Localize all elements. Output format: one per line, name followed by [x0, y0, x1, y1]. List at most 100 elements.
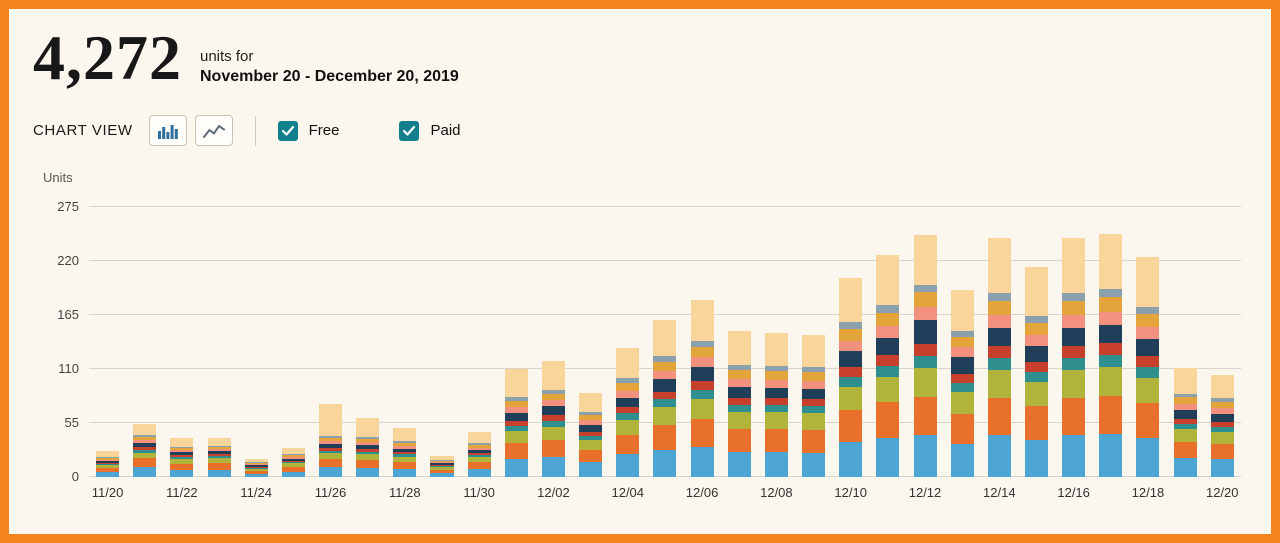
y-tick-label: 110	[58, 361, 79, 376]
bar-segment	[1136, 338, 1160, 357]
bar-segment	[504, 421, 528, 426]
bar-chart-view-button[interactable]	[148, 115, 187, 146]
bar-11/25[interactable]	[281, 448, 305, 477]
bar-segment	[541, 393, 565, 401]
bar-segment	[281, 467, 305, 473]
bar-12/07[interactable]	[727, 330, 751, 477]
bar-segment	[876, 402, 900, 438]
bar-segment	[207, 451, 231, 455]
bar-segment	[430, 467, 454, 471]
bar-segment	[1099, 343, 1123, 356]
bar-slot	[684, 300, 721, 477]
bar-11/20[interactable]	[96, 451, 120, 477]
bar-segment	[913, 319, 937, 345]
bar-11/29[interactable]	[430, 456, 454, 477]
bar-segment	[987, 327, 1011, 347]
bar-segment	[207, 463, 231, 471]
bar-segment	[616, 407, 640, 414]
bar-12/06[interactable]	[690, 300, 714, 477]
bar-11/23[interactable]	[207, 437, 231, 477]
bar-segment	[1062, 346, 1086, 359]
bar-12/14[interactable]	[987, 238, 1011, 477]
bar-11/21[interactable]	[133, 424, 157, 477]
bar-12/02[interactable]	[541, 361, 565, 477]
bar-segment	[281, 455, 305, 458]
bar-segment	[616, 420, 640, 435]
bar-11/28[interactable]	[393, 427, 417, 477]
bar-segment	[393, 462, 417, 470]
bar-segment	[1210, 398, 1234, 403]
bar-11/24[interactable]	[244, 459, 268, 477]
bar-segment	[170, 455, 194, 458]
bar-12/15[interactable]	[1024, 266, 1048, 477]
bar-12/12[interactable]	[913, 235, 937, 477]
x-tick-label: 11/22	[166, 485, 198, 500]
bar-segment	[616, 377, 640, 383]
bar-segment	[764, 387, 788, 399]
bar-segment	[839, 441, 863, 477]
bar-slot	[1055, 238, 1092, 477]
bar-segment	[1099, 324, 1123, 344]
bar-12/03[interactable]	[579, 392, 603, 477]
bar-segment	[764, 405, 788, 413]
bar-segment	[802, 367, 826, 372]
bar-segment	[356, 444, 380, 449]
bar-segment	[727, 369, 751, 379]
bar-segment	[839, 386, 863, 411]
bar-11/22[interactable]	[170, 437, 194, 477]
bar-segment	[616, 390, 640, 398]
bar-12/01[interactable]	[504, 368, 528, 477]
bar-segment	[356, 438, 380, 442]
bar-segment	[281, 461, 305, 463]
bar-slot	[349, 418, 386, 477]
bar-segment	[1024, 439, 1048, 477]
bar-12/16[interactable]	[1062, 238, 1086, 477]
bar-segment	[913, 396, 937, 435]
bar-12/04[interactable]	[616, 348, 640, 477]
line-chart-icon	[202, 123, 225, 139]
bar-segment	[1062, 397, 1086, 435]
bar-12/10[interactable]	[839, 277, 863, 477]
bar-12/05[interactable]	[653, 319, 677, 477]
paid-checkbox[interactable]: Paid	[399, 120, 461, 141]
bar-slot	[200, 437, 237, 477]
bar-segment	[653, 399, 677, 408]
bar-segment	[690, 446, 714, 477]
bar-segment	[1136, 367, 1160, 378]
bar-slot	[163, 437, 200, 477]
bar-12/09[interactable]	[802, 334, 826, 477]
bar-segment	[170, 457, 194, 460]
bar-segment	[393, 448, 417, 453]
plot-area: 0 55 110 165 220 275	[57, 199, 1241, 484]
line-chart-view-button[interactable]	[194, 115, 233, 146]
bar-12/13[interactable]	[950, 289, 974, 477]
bar-segment	[356, 468, 380, 477]
x-tick-label-empty	[795, 485, 832, 500]
bar-12/19[interactable]	[1173, 368, 1197, 477]
bar-segment	[653, 319, 677, 357]
free-checkbox[interactable]: Free	[277, 120, 339, 141]
bar-12/11[interactable]	[876, 255, 900, 477]
bar-segment	[319, 453, 343, 460]
bar-segment	[876, 437, 900, 477]
bar-segment	[504, 425, 528, 431]
bar-segment	[987, 301, 1011, 315]
bar-segment	[96, 460, 120, 462]
bar-segment	[170, 446, 194, 448]
bar-segment	[1173, 428, 1197, 442]
bar-slot	[498, 368, 535, 477]
bar-12/08[interactable]	[764, 332, 788, 477]
bar-12/17[interactable]	[1099, 234, 1123, 477]
bar-segment	[541, 457, 565, 477]
bar-segment	[1210, 426, 1234, 432]
bar-segment	[207, 449, 231, 452]
bar-11/27[interactable]	[356, 418, 380, 477]
bar-slot	[646, 319, 683, 477]
bar-segment	[1062, 370, 1086, 398]
bar-12/20[interactable]	[1210, 374, 1234, 477]
bar-11/26[interactable]	[319, 403, 343, 477]
bar-11/30[interactable]	[467, 431, 491, 477]
bar-segment	[170, 447, 194, 451]
bar-segment	[244, 464, 268, 466]
bar-12/18[interactable]	[1136, 256, 1160, 477]
